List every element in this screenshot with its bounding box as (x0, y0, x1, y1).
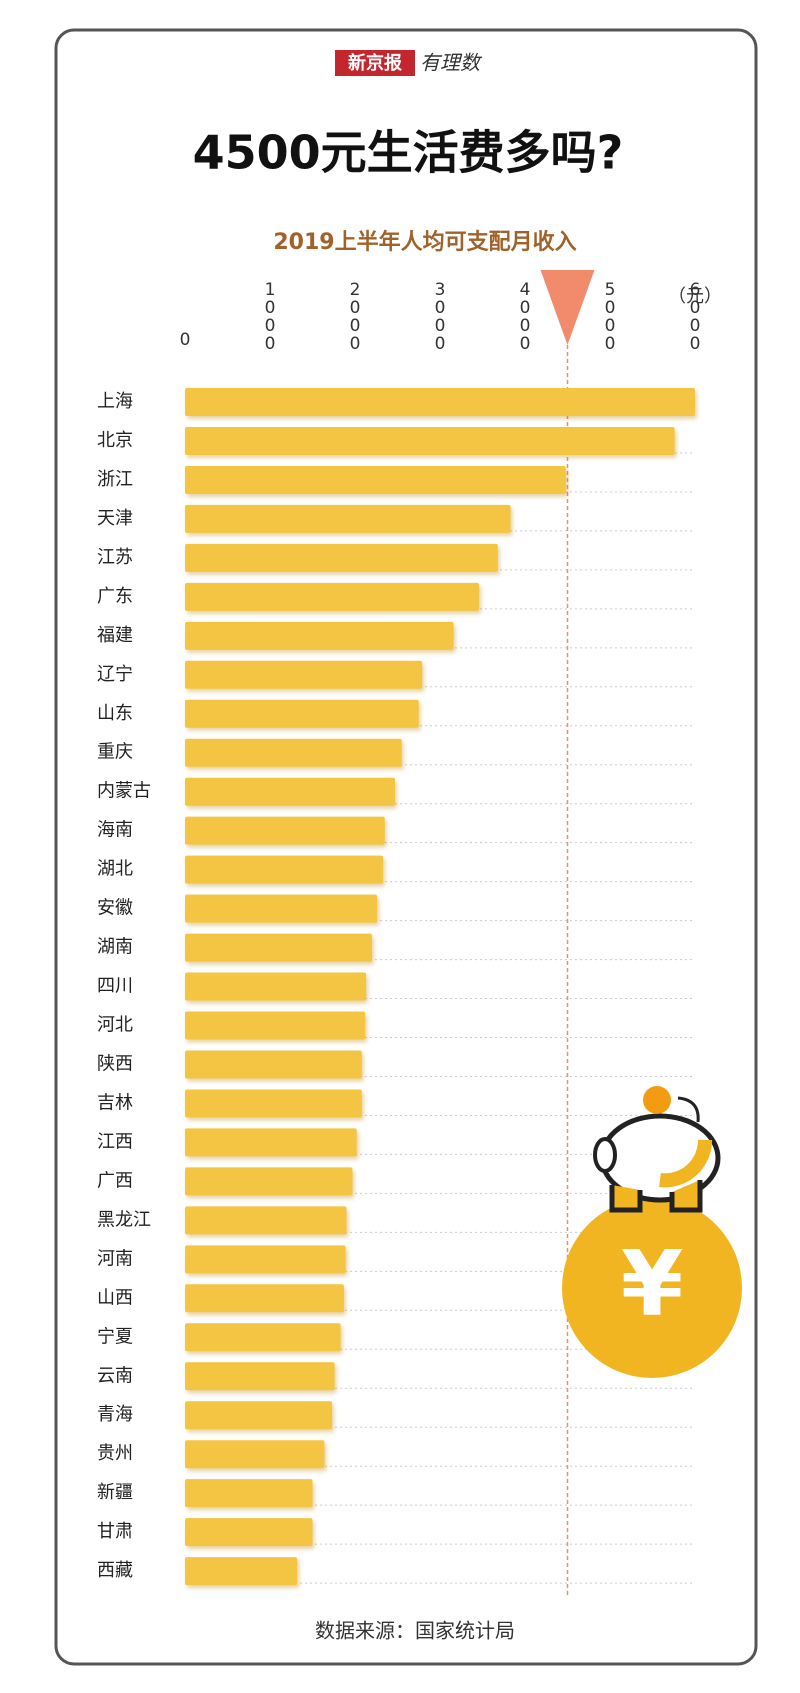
x-tick-label: 3000 (430, 280, 450, 352)
bar (185, 1479, 313, 1508)
bar (185, 1167, 353, 1196)
y-tick-label: 河南 (97, 1248, 133, 1269)
bar (185, 972, 367, 1001)
y-tick-label: 福建 (97, 625, 133, 646)
y-tick-label: 山东 (97, 703, 133, 724)
bar (185, 816, 385, 845)
x-tick-label: 5000 (600, 280, 620, 352)
y-tick-label: 四川 (97, 976, 133, 997)
piggy-illustration: ¥ (562, 1086, 742, 1378)
bar (185, 1050, 362, 1079)
bar (185, 894, 378, 923)
reference-marker (540, 270, 595, 345)
x-tick-label: 1000 (260, 280, 280, 352)
y-tick-label: 青海 (97, 1404, 133, 1425)
y-tick-label: 广西 (97, 1170, 133, 1191)
bar (185, 1362, 335, 1391)
y-tick-label: 新疆 (97, 1482, 133, 1503)
y-tick-label: 贵州 (97, 1443, 133, 1464)
source: 数据来源：国家统计局 (315, 1619, 515, 1643)
chart-subtitle: 2019上半年人均可支配月收入 (273, 229, 576, 255)
bar (185, 1128, 357, 1157)
y-tick-label: 江苏 (97, 547, 133, 568)
bar (185, 504, 511, 533)
x-tick-label: 4000 (515, 280, 535, 352)
y-tick-label: 北京 (97, 430, 133, 451)
bar (185, 1323, 341, 1352)
bar (185, 660, 423, 689)
bar (185, 699, 419, 728)
bar (185, 1245, 346, 1274)
unit-label: （元） (668, 286, 722, 307)
y-tick-label: 甘肃 (97, 1521, 133, 1542)
y-tick-label: 浙江 (97, 469, 133, 490)
brand-column: 有理数 (420, 51, 483, 75)
y-tick-label: 上海 (97, 391, 133, 412)
y-tick-label: 安徽 (97, 898, 133, 919)
x-tick-label: 0 (180, 330, 191, 350)
bar (185, 1011, 366, 1040)
bar (185, 426, 675, 455)
y-tick-label: 海南 (97, 820, 133, 841)
bar (185, 465, 566, 494)
chart-title: 4500元生活费多吗? (193, 126, 624, 180)
bar (185, 1401, 333, 1430)
y-tick-label: 江西 (97, 1131, 133, 1152)
y-tick-label: 吉林 (97, 1092, 133, 1113)
y-tick-label: 重庆 (97, 742, 133, 763)
bar (185, 582, 480, 611)
bar (185, 1557, 298, 1586)
y-tick-label: 陕西 (97, 1053, 133, 1074)
y-tick-label: 河北 (97, 1015, 133, 1036)
bar (185, 1440, 325, 1469)
bar (185, 543, 498, 572)
y-tick-label: 黑龙江 (97, 1209, 151, 1230)
frame (54, 28, 758, 1666)
y-tick-label: 辽宁 (97, 664, 133, 685)
bar (185, 388, 695, 416)
x-tick-label: 6000 (685, 280, 705, 352)
bar (185, 1089, 362, 1118)
svg-text:¥: ¥ (621, 1232, 684, 1337)
y-tick-label: 天津 (97, 508, 133, 529)
brand-name: 新京报 (348, 52, 402, 74)
bar (185, 738, 402, 767)
y-tick-label: 广东 (97, 586, 133, 607)
bar (185, 777, 395, 806)
bar (185, 1206, 347, 1235)
bar (185, 1518, 313, 1547)
x-tick-label: 2000 (345, 280, 365, 352)
bar (185, 621, 454, 650)
bar (185, 1284, 344, 1313)
brand-box (335, 50, 415, 76)
y-tick-label: 内蒙古 (97, 781, 151, 802)
y-tick-label: 湖北 (97, 859, 133, 880)
y-tick-label: 西藏 (97, 1560, 133, 1581)
y-tick-label: 云南 (97, 1365, 133, 1386)
y-tick-label: 山西 (97, 1287, 133, 1308)
bar (185, 855, 384, 884)
bar (185, 933, 372, 962)
y-tick-label: 宁夏 (97, 1326, 133, 1347)
y-tick-label: 湖南 (97, 937, 133, 958)
